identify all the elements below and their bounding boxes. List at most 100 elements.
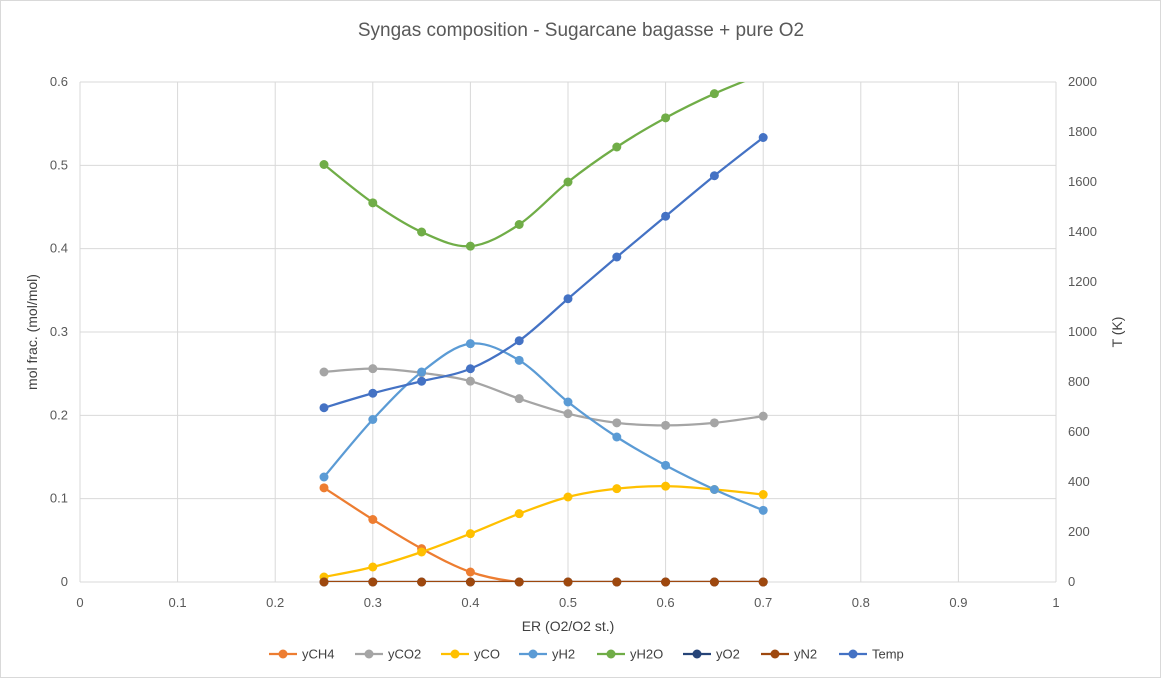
x-axis-title: ER (O2/O2 st.): [522, 618, 615, 634]
data-point-temp: [563, 294, 573, 304]
data-point-yn2: [368, 577, 378, 587]
series-line-yh2o: [322, 82, 746, 248]
data-point-yco2: [563, 409, 573, 419]
legend-item-yco2: yCO2: [355, 647, 421, 662]
tick-labels: 0 0.1 0.2 0.3 0.4 0.5 0.6 0 0.1 0.2 0.3 0.4 0.5 0.6 0.…: [50, 74, 1097, 610]
data-point-temp: [709, 171, 719, 181]
data-point-yn2: [417, 577, 427, 587]
legend-marker-ych4: [278, 649, 288, 659]
legend-item-ych4: yCH4: [269, 647, 335, 662]
data-point-yco2: [319, 367, 329, 377]
data-point-yn2: [465, 577, 475, 587]
data-point-yh2: [758, 505, 768, 515]
x-tick-label: 0.8: [852, 595, 870, 610]
legend-marker-temp: [848, 649, 858, 659]
legend-item-yo2: yO2: [683, 647, 740, 662]
legend-item-yh2o: yH2O: [597, 647, 663, 662]
legend-item-yco: yCO: [441, 647, 500, 662]
data-point-yh2: [319, 472, 329, 482]
series-line-yco2: [322, 367, 765, 427]
x-tick-label: 0.5: [559, 595, 577, 610]
legend-marker-yh2: [528, 649, 538, 659]
legend-marker-yo2: [692, 649, 702, 659]
x-tick-label: 1: [1052, 595, 1059, 610]
y2-tick-label: 1800: [1068, 124, 1097, 139]
x-tick-label: 0.7: [754, 595, 772, 610]
data-point-ych4: [319, 483, 329, 493]
data-point-yn2: [709, 577, 719, 587]
data-point-yh2o: [563, 177, 573, 187]
x-tick-label: 0.1: [169, 595, 187, 610]
data-point-yh2: [465, 339, 475, 349]
y2-tick-label: 1600: [1068, 174, 1097, 189]
legend-label-yn2: yN2: [794, 647, 817, 662]
x-tick-label: 0.9: [949, 595, 967, 610]
y2-axis-title: T (K): [1109, 317, 1125, 348]
data-point-yh2: [368, 415, 378, 424]
y2-tick-label: 400: [1068, 474, 1090, 489]
data-point-yco: [661, 481, 671, 491]
y2-tick-label: 200: [1068, 524, 1090, 539]
chart-title: Syngas composition - Sugarcane bagasse +…: [358, 20, 804, 41]
data-point-yn2: [758, 577, 768, 587]
data-point-yco: [368, 562, 378, 572]
legend-label-yco2: yCO2: [388, 647, 421, 662]
data-point-yn2: [514, 577, 524, 587]
data-point-yn2: [563, 577, 573, 587]
data-point-temp: [758, 133, 768, 142]
legend-marker-yco: [450, 649, 460, 659]
legend-marker-yn2: [770, 649, 780, 659]
grid: [79, 81, 1057, 583]
y-tick-label: 0.4: [50, 241, 68, 256]
legend-item-yh2: yH2: [519, 647, 575, 662]
y-tick-label: 0.6: [50, 74, 68, 89]
y-tick-label: 0.1: [50, 491, 68, 506]
data-point-ych4: [368, 515, 378, 524]
y2-tick-label: 800: [1068, 374, 1090, 389]
data-point-yco: [417, 547, 427, 557]
data-point-yh2: [514, 355, 524, 365]
data-point-yn2: [612, 577, 622, 587]
data-point-yh2o: [465, 241, 475, 251]
data-point-yco2: [758, 411, 768, 421]
legend-marker-yh2o: [606, 649, 616, 659]
y2-tick-label: 1200: [1068, 274, 1097, 289]
data-point-yh2o: [612, 142, 622, 152]
legend-label-yco: yCO: [474, 647, 500, 662]
y2-tick-label: 2000: [1068, 74, 1097, 89]
data-point-temp: [368, 388, 378, 398]
data-point-yh2o: [514, 220, 524, 229]
data-point-yco: [465, 529, 475, 539]
data-point-yh2: [709, 485, 719, 494]
data-point-temp: [661, 211, 671, 221]
legend-marker-yco2: [364, 649, 374, 659]
data-point-yco2: [709, 418, 719, 428]
x-tick-label: 0: [76, 595, 83, 610]
data-point-yh2o: [417, 227, 427, 237]
y-tick-label: 0.2: [50, 407, 68, 422]
series-line-temp: [322, 136, 765, 409]
data-point-yco: [612, 484, 622, 494]
legend-item-temp: Temp: [839, 647, 904, 662]
series-layer: [322, 82, 765, 582]
legend-label-yo2: yO2: [716, 647, 740, 662]
y2-tick-label: 0: [1068, 574, 1075, 589]
data-point-yn2: [319, 577, 329, 587]
data-point-yh2: [563, 397, 573, 407]
x-tick-label: 0.3: [364, 595, 382, 610]
legend-item-yn2: yN2: [761, 647, 817, 662]
y-tick-label: 0.3: [50, 324, 68, 339]
x-tick-label: 0.6: [657, 595, 675, 610]
y2-tick-label: 1400: [1068, 224, 1097, 239]
data-point-yh2o: [709, 89, 719, 99]
data-point-yh2: [417, 367, 427, 377]
legend-label-temp: Temp: [872, 647, 904, 662]
data-point-ych4: [465, 567, 475, 577]
data-point-yh2o: [319, 160, 329, 169]
data-point-yco2: [368, 364, 378, 374]
data-point-temp: [612, 252, 622, 262]
series-line-yco: [322, 485, 765, 579]
data-point-yco2: [465, 376, 475, 386]
